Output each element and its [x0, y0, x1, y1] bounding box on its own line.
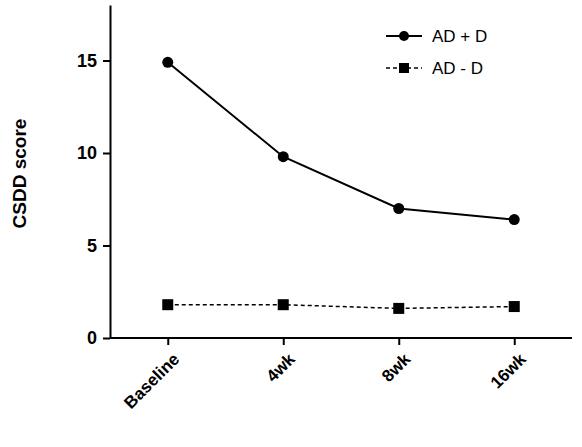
data-point	[509, 214, 520, 225]
y-tick: 0	[87, 328, 110, 348]
x-tick-mark	[398, 338, 400, 345]
chart: 0 5 10 15 Baseline 4wk 8wk 16wk CSDD score AD + D…	[0, 0, 582, 447]
data-point	[393, 203, 404, 214]
y-tick-label: 10	[77, 143, 97, 163]
x-axis-line	[110, 337, 572, 339]
legend: AD + D AD - D	[386, 27, 487, 78]
legend-marker	[399, 31, 409, 41]
y-tick: 15	[77, 51, 110, 71]
x-tick-label: 4wk	[263, 349, 300, 386]
x-tick-label: 16wk	[487, 349, 530, 392]
x-tick: 8wk	[378, 338, 415, 386]
data-point	[393, 303, 404, 314]
y-tick-mark	[103, 153, 110, 155]
plot-area	[162, 57, 520, 314]
legend-marker	[399, 63, 409, 73]
data-point	[162, 299, 173, 310]
y-tick-label: 15	[77, 51, 97, 71]
x-tick: 16wk	[487, 338, 530, 392]
data-point	[278, 151, 289, 162]
y-tick-label: 0	[87, 328, 97, 348]
legend-label: AD + D	[432, 27, 487, 46]
y-axis-line	[110, 6, 112, 339]
x-tick-mark	[283, 338, 285, 345]
series-line	[168, 305, 515, 309]
x-tick-mark	[514, 338, 516, 345]
data-point	[162, 57, 173, 68]
y-tick-mark	[103, 245, 110, 247]
y-axis-title: CSDD score	[9, 119, 30, 229]
x-axis: Baseline 4wk 8wk 16wk	[110, 338, 572, 412]
x-tick: 4wk	[263, 338, 300, 386]
data-point	[509, 301, 520, 312]
y-tick-mark	[103, 60, 110, 62]
data-point	[278, 299, 289, 310]
x-tick-mark	[167, 338, 169, 345]
legend-label: AD - D	[432, 59, 483, 78]
x-tick-label: 8wk	[378, 349, 415, 386]
y-axis: 0 5 10 15	[77, 6, 111, 349]
y-tick: 10	[77, 143, 110, 163]
y-tick-mark	[103, 338, 110, 340]
y-tick-label: 5	[87, 236, 97, 256]
x-tick-label: Baseline	[120, 350, 183, 413]
series-line	[168, 62, 515, 219]
x-tick: Baseline	[120, 338, 183, 412]
y-tick: 5	[87, 236, 110, 256]
